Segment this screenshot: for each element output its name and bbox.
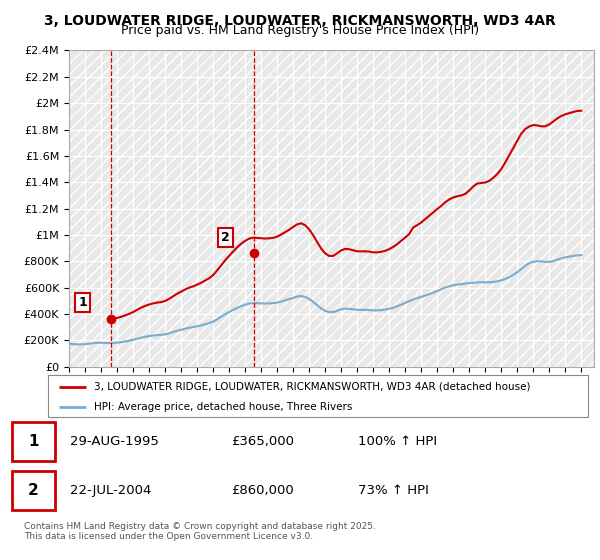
FancyBboxPatch shape <box>12 422 55 461</box>
Text: HPI: Average price, detached house, Three Rivers: HPI: Average price, detached house, Thre… <box>94 402 352 412</box>
FancyBboxPatch shape <box>12 471 55 510</box>
Text: £365,000: £365,000 <box>231 435 294 448</box>
Text: 1: 1 <box>78 296 87 309</box>
Text: 100% ↑ HPI: 100% ↑ HPI <box>358 435 437 448</box>
Text: 22-JUL-2004: 22-JUL-2004 <box>70 484 151 497</box>
Text: 2: 2 <box>28 483 39 498</box>
Text: 3, LOUDWATER RIDGE, LOUDWATER, RICKMANSWORTH, WD3 4AR: 3, LOUDWATER RIDGE, LOUDWATER, RICKMANSW… <box>44 14 556 28</box>
Text: 3, LOUDWATER RIDGE, LOUDWATER, RICKMANSWORTH, WD3 4AR (detached house): 3, LOUDWATER RIDGE, LOUDWATER, RICKMANSW… <box>94 381 530 391</box>
Text: Contains HM Land Registry data © Crown copyright and database right 2025.
This d: Contains HM Land Registry data © Crown c… <box>24 522 376 542</box>
Text: 73% ↑ HPI: 73% ↑ HPI <box>358 484 428 497</box>
Text: Price paid vs. HM Land Registry's House Price Index (HPI): Price paid vs. HM Land Registry's House … <box>121 24 479 37</box>
Text: £860,000: £860,000 <box>231 484 293 497</box>
Text: 2: 2 <box>221 231 229 244</box>
Text: 29-AUG-1995: 29-AUG-1995 <box>70 435 158 448</box>
FancyBboxPatch shape <box>48 375 588 417</box>
Text: 1: 1 <box>28 434 39 449</box>
